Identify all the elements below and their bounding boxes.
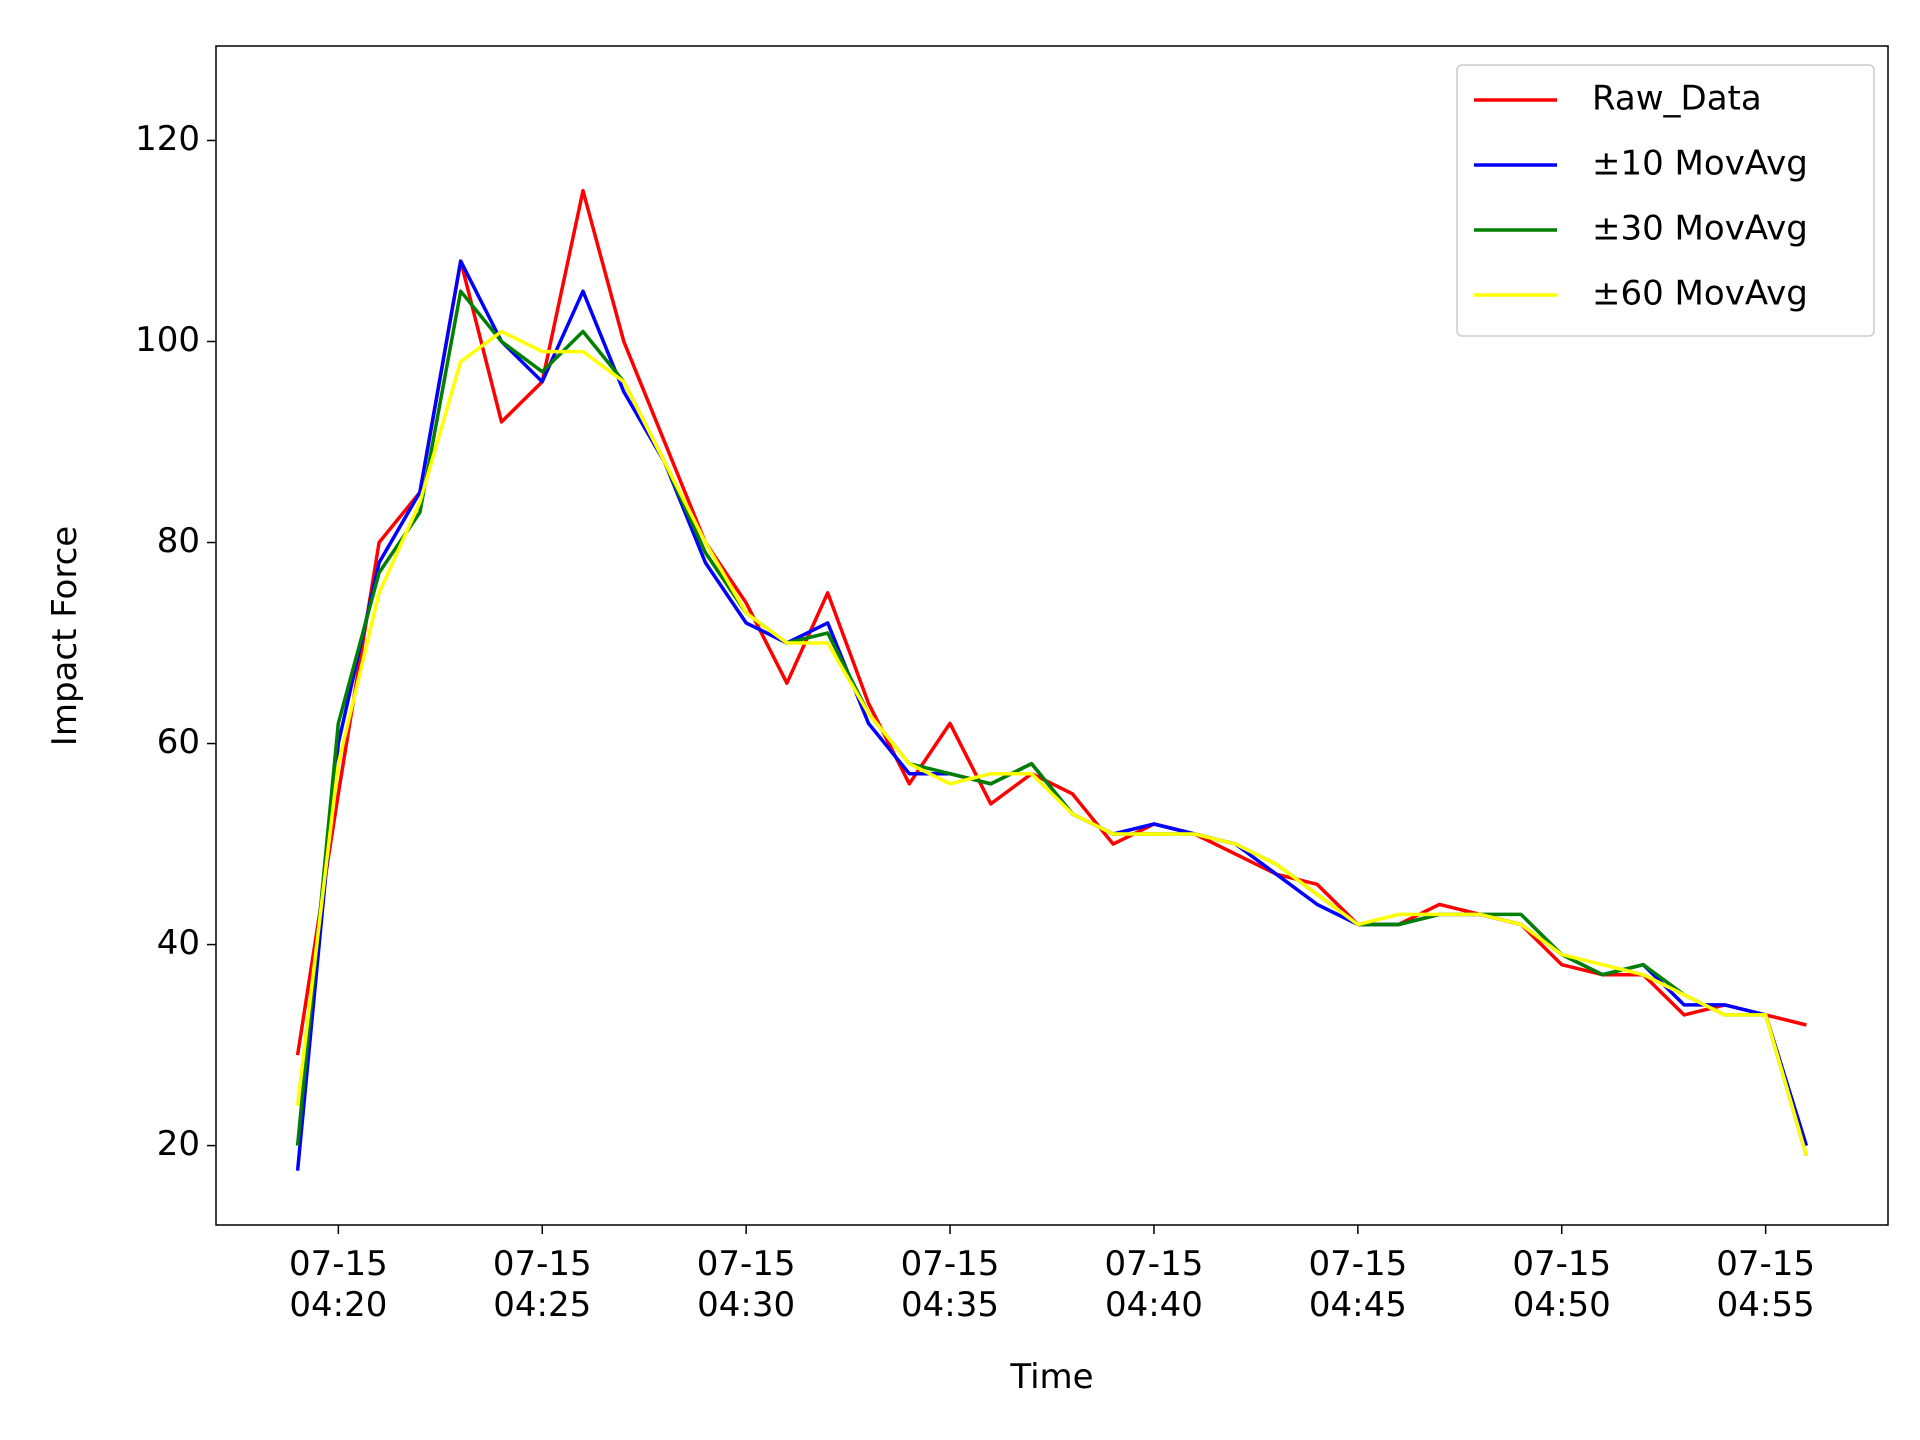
x-tick-label: 07-15 04:25 — [493, 1244, 592, 1325]
legend-label: ±30 MovAvg — [1592, 209, 1808, 249]
x-tick-label: 07-15 04:45 — [1308, 1244, 1407, 1325]
x-tick-label: 07-15 04:50 — [1512, 1244, 1611, 1325]
series-line — [295, 329, 1809, 1157]
y-tick-label: 60 — [157, 722, 200, 762]
legend-label: Raw_Data — [1592, 79, 1762, 119]
x-tick-label: 07-15 04:20 — [289, 1244, 388, 1325]
legend: Raw_Data ±10 MovAvg ±30 MovAvg ±60 MovAvg — [1456, 64, 1875, 337]
y-axis-label: Impact Force — [45, 526, 85, 746]
x-tick-label: 07-15 04:40 — [1105, 1244, 1204, 1325]
legend-label: ±60 MovAvg — [1592, 274, 1808, 314]
x-tick-label: 07-15 04:55 — [1716, 1244, 1815, 1325]
legend-box — [1456, 64, 1875, 337]
legend-label: ±10 MovAvg — [1592, 144, 1808, 184]
x-axis-label: Time — [1009, 1357, 1093, 1397]
y-tick-label: 40 — [157, 923, 200, 963]
y-tick-label: 100 — [135, 320, 200, 360]
x-tick-label: 07-15 04:35 — [901, 1244, 1000, 1325]
y-tick-label: 80 — [157, 521, 200, 561]
y-tick-label: 120 — [135, 119, 200, 159]
series-line — [295, 289, 1809, 1157]
plot-frame — [215, 45, 1889, 1226]
x-tick-label: 07-15 04:30 — [697, 1244, 796, 1325]
y-tick-label: 20 — [157, 1124, 200, 1164]
